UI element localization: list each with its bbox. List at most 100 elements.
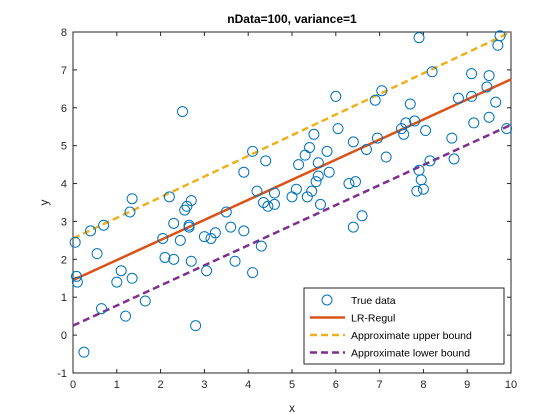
data-point: [409, 115, 421, 127]
x-tick-label: 2: [158, 379, 164, 391]
data-point: [306, 185, 318, 197]
data-point: [209, 227, 221, 239]
data-point: [310, 176, 322, 188]
data-point: [157, 232, 169, 244]
data-point: [330, 90, 342, 102]
data-point: [71, 276, 83, 288]
data-point: [78, 346, 90, 358]
data-point: [308, 128, 320, 140]
data-point: [323, 166, 335, 178]
data-point: [111, 276, 123, 288]
data-point: [400, 117, 412, 129]
data-point: [238, 166, 250, 178]
data-point: [347, 136, 359, 148]
data-point: [95, 303, 107, 315]
data-point: [468, 117, 480, 129]
data-point: [371, 132, 383, 144]
x-axis-label: x: [289, 401, 295, 415]
y-tick-label: 1: [61, 292, 67, 304]
data-point: [332, 123, 344, 135]
data-point: [321, 145, 333, 157]
data-point: [483, 111, 495, 123]
data-point: [343, 178, 355, 190]
data-point: [448, 153, 460, 165]
y-tick-label: 6: [61, 103, 67, 115]
data-point: [494, 30, 506, 42]
data-point: [205, 232, 217, 244]
x-tick-label: 1: [114, 379, 120, 391]
x-tick-label: 4: [245, 379, 251, 391]
x-tick-label: 5: [289, 379, 295, 391]
data-point: [466, 68, 478, 80]
legend-entry-label: Approximate upper bound: [351, 330, 472, 342]
data-point: [404, 98, 416, 110]
data-point: [126, 193, 138, 205]
data-point: [115, 265, 127, 277]
y-tick-label: 2: [61, 254, 67, 266]
data-point: [312, 157, 324, 169]
y-tick-label: 0: [61, 330, 67, 342]
data-point: [174, 234, 186, 246]
data-point: [159, 251, 171, 263]
data-point: [314, 198, 326, 210]
x-tick-label: 6: [333, 379, 339, 391]
data-point: [360, 143, 372, 155]
data-point: [229, 255, 241, 267]
data-point: [251, 185, 263, 197]
data-point: [85, 225, 97, 237]
data-point: [120, 310, 132, 322]
legend-entry-label: True data: [351, 295, 396, 307]
data-point: [490, 96, 502, 108]
x-tick-label: 0: [70, 379, 76, 391]
x-tick-label: 3: [201, 379, 207, 391]
y-axis-label: y: [37, 200, 51, 206]
data-point: [369, 94, 381, 106]
legend-entry-label: Approximate lower bound: [351, 348, 470, 360]
data-point: [126, 272, 138, 284]
data-point: [293, 159, 305, 171]
data-point: [301, 191, 313, 203]
data-point: [69, 236, 81, 248]
data-point: [177, 106, 188, 118]
data-point: [268, 187, 280, 199]
data-point: [220, 206, 232, 218]
data-point: [268, 198, 280, 210]
data-point: [185, 255, 197, 267]
y-tick-label: 7: [61, 65, 67, 77]
legend-entry-label: LR-Regul: [351, 313, 395, 325]
data-point: [181, 200, 193, 212]
data-point: [198, 231, 210, 243]
lr-regul-line: [72, 78, 512, 282]
data-point: [183, 219, 195, 231]
x-tick-label: 7: [377, 379, 383, 391]
data-point: [262, 200, 274, 212]
data-point: [347, 221, 359, 233]
data-point: [501, 123, 513, 135]
data-point: [466, 90, 478, 102]
data-point: [124, 206, 136, 218]
data-point: [71, 270, 83, 282]
data-point: [413, 32, 425, 44]
data-point: [91, 248, 103, 260]
true-data-markers: [69, 30, 513, 358]
series-lines: [72, 30, 512, 327]
data-point: [376, 85, 388, 97]
data-point: [356, 210, 368, 222]
data-point: [168, 253, 180, 265]
approximate-upper-bound-line: [72, 30, 512, 240]
data-point: [290, 183, 302, 195]
data-point: [380, 151, 392, 163]
data-point: [424, 155, 436, 167]
data-point: [139, 295, 151, 307]
y-tick-label: 4: [61, 179, 67, 191]
data-point: [185, 195, 197, 207]
data-point: [483, 70, 495, 82]
data-point: [396, 123, 407, 135]
data-point: [201, 265, 213, 277]
y-tick-label: 3: [61, 216, 67, 228]
data-point: [452, 92, 464, 104]
data-point: [225, 221, 237, 233]
data-point: [255, 240, 267, 252]
